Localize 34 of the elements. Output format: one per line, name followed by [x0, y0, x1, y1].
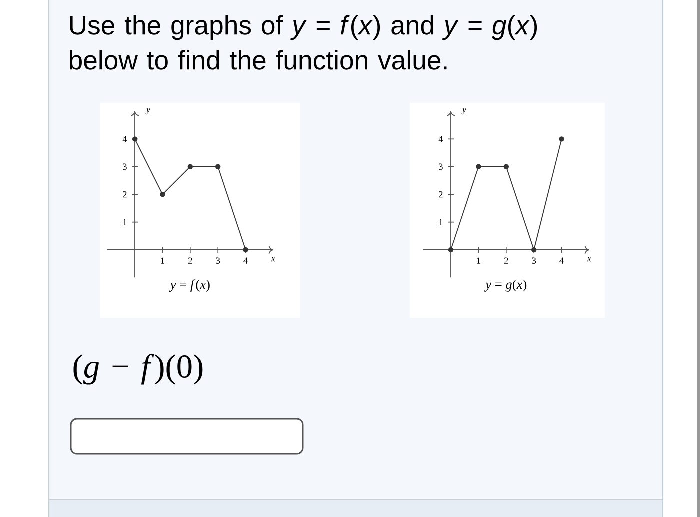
- x-axis-title: x: [587, 257, 592, 262]
- y-axis-title: y: [462, 108, 467, 115]
- y-tick-label: 3: [439, 164, 443, 170]
- y-axis-title: y: [146, 108, 151, 115]
- y-tick-label: 4: [122, 136, 128, 142]
- point: [559, 136, 564, 142]
- point: [216, 164, 221, 170]
- y-tick-label: 2: [439, 192, 443, 198]
- x-tick-label: 3: [216, 258, 220, 264]
- x-tick-label: 1: [477, 258, 480, 264]
- y-tick-label: 4: [438, 136, 444, 142]
- x-tick-label: 4: [244, 258, 248, 264]
- y-tick-label: 1: [123, 219, 127, 226]
- point: [160, 192, 166, 198]
- y-tick-label: 1: [439, 219, 443, 226]
- point: [188, 164, 194, 170]
- x-tick-label: 1: [161, 258, 164, 264]
- text: y = g(x): [484, 280, 527, 292]
- text: (g − f)(0): [74, 354, 203, 385]
- chart-title: Use the graphs of y = f(x) and y = g(x) below to find the function value.: [70, 15, 538, 70]
- y-tick-label: 3: [123, 164, 127, 170]
- x-axis-title: x: [271, 257, 276, 262]
- x-tick-label: 2: [188, 258, 192, 264]
- point: [132, 136, 138, 142]
- point: [448, 247, 454, 253]
- point: [531, 247, 537, 253]
- x-tick-label: 3: [532, 258, 536, 264]
- text: y = f(x): [169, 280, 210, 292]
- point: [504, 164, 510, 170]
- x-tick-label: 4: [560, 258, 564, 264]
- point: [476, 164, 482, 170]
- y-tick-label: 2: [123, 192, 127, 198]
- point: [243, 247, 248, 253]
- x-tick-label: 2: [504, 258, 508, 264]
